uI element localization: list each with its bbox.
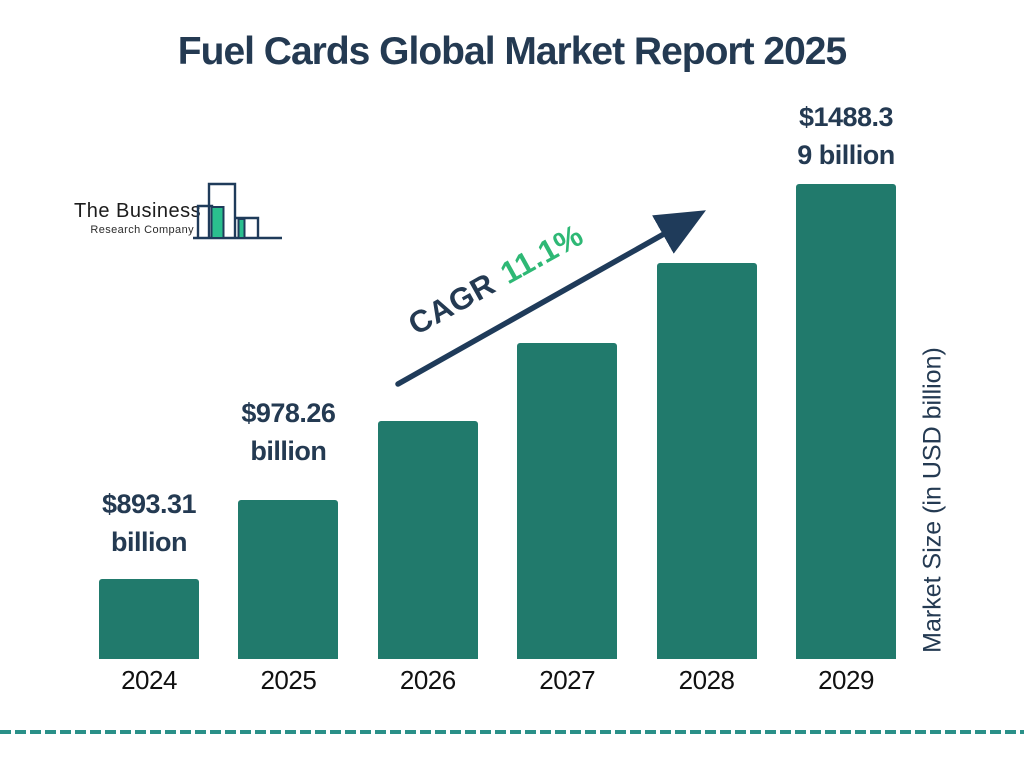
logo-subtitle: Research Company — [90, 224, 194, 236]
x-tick-label-2025: 2025 — [260, 665, 317, 695]
value-label-2029: $1488.3 9 billion — [797, 102, 895, 170]
logo-name: The Business — [74, 200, 202, 222]
company-logo: The Business Research Company — [74, 172, 284, 244]
x-tick-label-2027: 2027 — [539, 665, 596, 695]
x-tick-label-2024: 2024 — [121, 665, 177, 695]
x-tick-label-2029: 2029 — [818, 665, 874, 695]
trend-arrow-icon — [395, 210, 706, 387]
bottom-dashed-line — [0, 730, 1024, 734]
x-tick-label-2026: 2026 — [399, 665, 456, 695]
logo-text: The Business Research Company — [74, 200, 202, 236]
bar-2028 — [656, 263, 757, 659]
logo-bar-chart-icon — [193, 182, 282, 240]
value-label-2024: $893.31 billion — [101, 489, 197, 557]
page-title: Fuel Cards Global Market Report 2025 — [177, 30, 847, 73]
bar-2027 — [517, 343, 618, 659]
bar-2029 — [796, 184, 896, 659]
bar-2025 — [238, 500, 339, 659]
value-label-2025: $978.26 billion — [241, 398, 336, 466]
x-tick-label-2028: 2028 — [678, 665, 735, 695]
bar-2024 — [99, 579, 199, 659]
y-axis-label: Market Size (in USD billion) — [918, 347, 947, 653]
bar-2026 — [377, 421, 478, 659]
